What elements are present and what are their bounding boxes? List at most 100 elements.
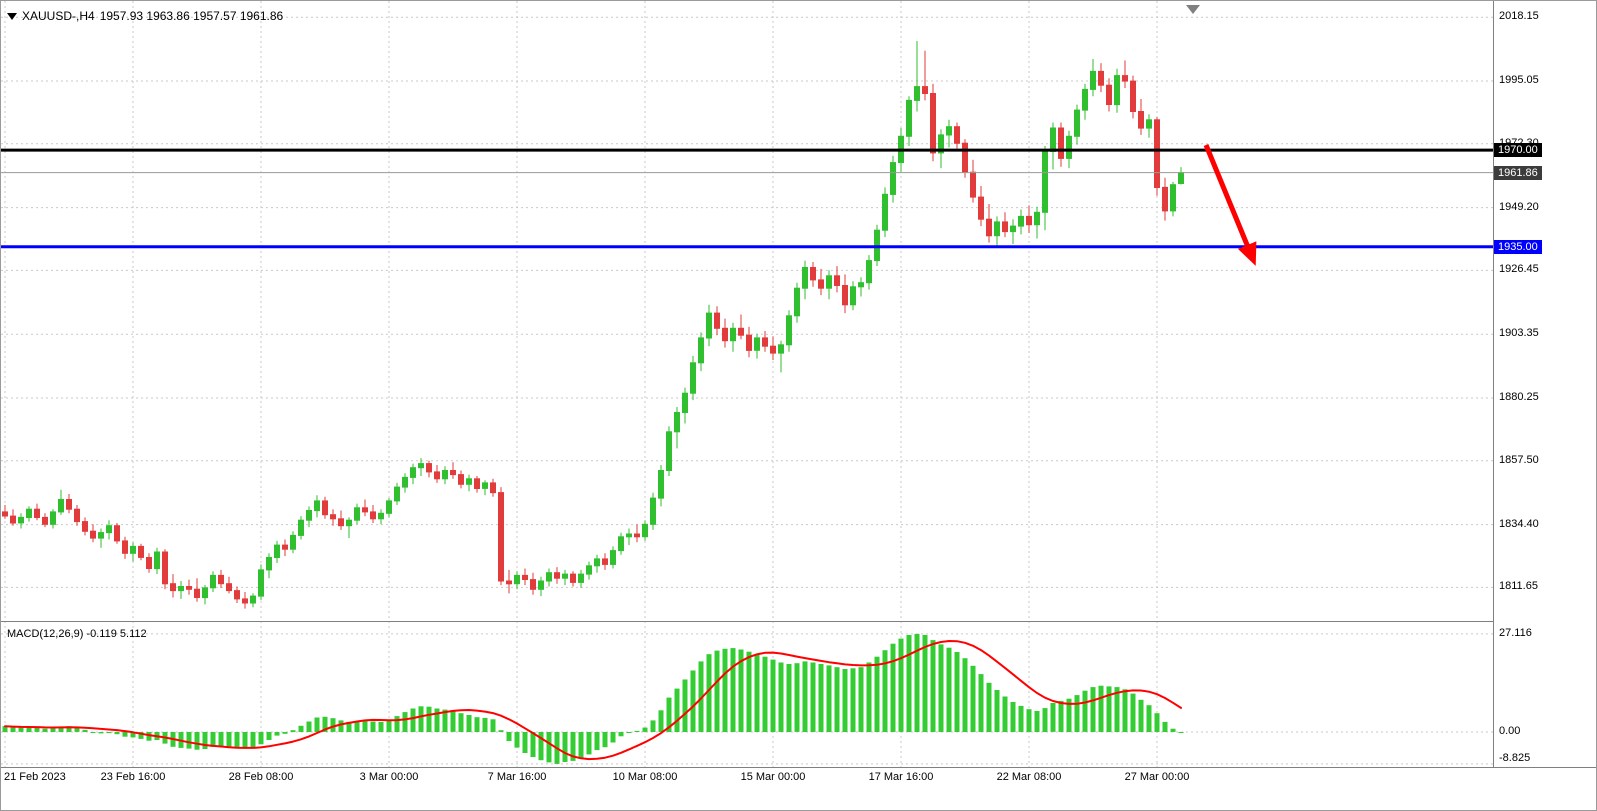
candle-body (122, 540, 128, 554)
candle-body (682, 392, 688, 414)
candle-body (90, 530, 96, 539)
candle-body (242, 598, 248, 604)
candle-body (1018, 215, 1024, 227)
candle-body (1034, 211, 1040, 226)
macd-histogram-bar (786, 664, 792, 732)
macd-histogram-bar (850, 668, 856, 732)
macd-histogram-bar (442, 709, 448, 732)
candle-body (746, 334, 752, 351)
macd-histogram-bar (130, 732, 136, 738)
macd-histogram-bar (434, 708, 440, 732)
macd-histogram-bar (482, 717, 488, 732)
candle-body (10, 515, 16, 524)
macd-histogram-bar (882, 650, 888, 732)
macd-signal-line (4, 640, 1182, 761)
candle-body (106, 525, 112, 534)
macd-histogram-bar (274, 732, 280, 736)
candle-body (922, 86, 928, 94)
macd-histogram-bar (530, 732, 536, 757)
candle-body (426, 463, 432, 473)
macd-histogram-bar (402, 712, 408, 732)
candle-body (402, 476, 408, 488)
candle-body (1162, 186, 1168, 212)
macd-histogram-bar (906, 635, 912, 732)
macd-histogram-bar (898, 638, 904, 732)
macd-histogram-bar (458, 713, 464, 732)
candle-body (466, 478, 472, 485)
candle-body (506, 580, 512, 585)
candle-body (706, 312, 712, 339)
trend-arrow[interactable] (1203, 144, 1257, 266)
price-axis-label: 1880.25 (1499, 391, 1539, 403)
macd-histogram-bar (1050, 703, 1056, 732)
macd-histogram-bar (370, 721, 376, 732)
candle-body (674, 412, 680, 433)
macd-histogram-bar (722, 648, 728, 732)
candle-body (474, 478, 480, 489)
macd-histogram-bar (138, 732, 144, 739)
macd-histogram-bar (730, 648, 736, 732)
price-axis-label: 2018.15 (1499, 10, 1539, 22)
candle-body (762, 337, 768, 347)
macd-histogram-bar (282, 732, 288, 734)
macd-axis-label: 27.116 (1499, 627, 1532, 639)
macd-histogram-bar (874, 656, 880, 732)
candle-body (418, 463, 424, 469)
macd-histogram-bar (34, 727, 40, 732)
candle-body (578, 573, 584, 583)
candle-body (338, 518, 344, 527)
macd-histogram-bar (258, 732, 264, 745)
candle-body (266, 557, 272, 571)
candle-body (970, 171, 976, 198)
macd-histogram-bar (858, 667, 864, 732)
macd-histogram-bar (234, 732, 240, 748)
macd-histogram-bar (690, 670, 696, 732)
candle-body (34, 508, 40, 519)
macd-histogram-bar (426, 706, 432, 732)
candle-body (298, 519, 304, 536)
candle-body (906, 99, 912, 137)
candle-body (690, 362, 696, 394)
candle-body (618, 536, 624, 552)
macd-histogram-bar (978, 674, 984, 732)
macd-indicator-label: MACD(12,26,9) -0.119 5.112 (7, 628, 147, 640)
macd-histogram-bar (1170, 728, 1176, 732)
macd-histogram-bar (714, 650, 720, 732)
chart-shift-marker[interactable] (1186, 5, 1200, 14)
macd-histogram-bar (362, 720, 368, 732)
macd-histogram-bar (618, 732, 624, 737)
candle-body (346, 519, 352, 527)
macd-histogram-bar (546, 732, 552, 763)
time-axis-label: 15 Mar 00:00 (740, 771, 806, 783)
candle-body (858, 282, 864, 288)
macd-histogram-bar (578, 732, 584, 759)
candle-body (162, 551, 168, 585)
macd-histogram-bar (2, 726, 8, 732)
macd-histogram-bar (562, 732, 568, 762)
candle-body (2, 511, 8, 517)
candle-body (410, 467, 416, 478)
candle-body (626, 533, 632, 538)
candle-body (730, 327, 736, 342)
candle-body (210, 574, 216, 589)
candle-body (130, 545, 136, 554)
macd-histogram-bar (202, 732, 208, 749)
price-line-badge-1970: 1970.00 (1494, 143, 1542, 157)
candle-body (1010, 225, 1016, 233)
price-axis-label: 1995.05 (1499, 74, 1539, 86)
macd-histogram-bar (682, 679, 688, 732)
candle-body (394, 486, 400, 502)
macd-histogram-bar (386, 719, 392, 732)
candle-body (146, 557, 152, 569)
macd-histogram-bar (754, 654, 760, 732)
macd-histogram-bar (1114, 687, 1120, 732)
macd-axis-label: 0.00 (1499, 725, 1521, 737)
time-axis-label: 17 Mar 16:00 (868, 771, 934, 783)
candle-body (1026, 215, 1032, 226)
candle-body (1050, 127, 1056, 152)
title-dropdown-icon (7, 12, 17, 20)
price-axis-label: 1834.40 (1499, 518, 1539, 530)
candle-body (610, 550, 616, 565)
